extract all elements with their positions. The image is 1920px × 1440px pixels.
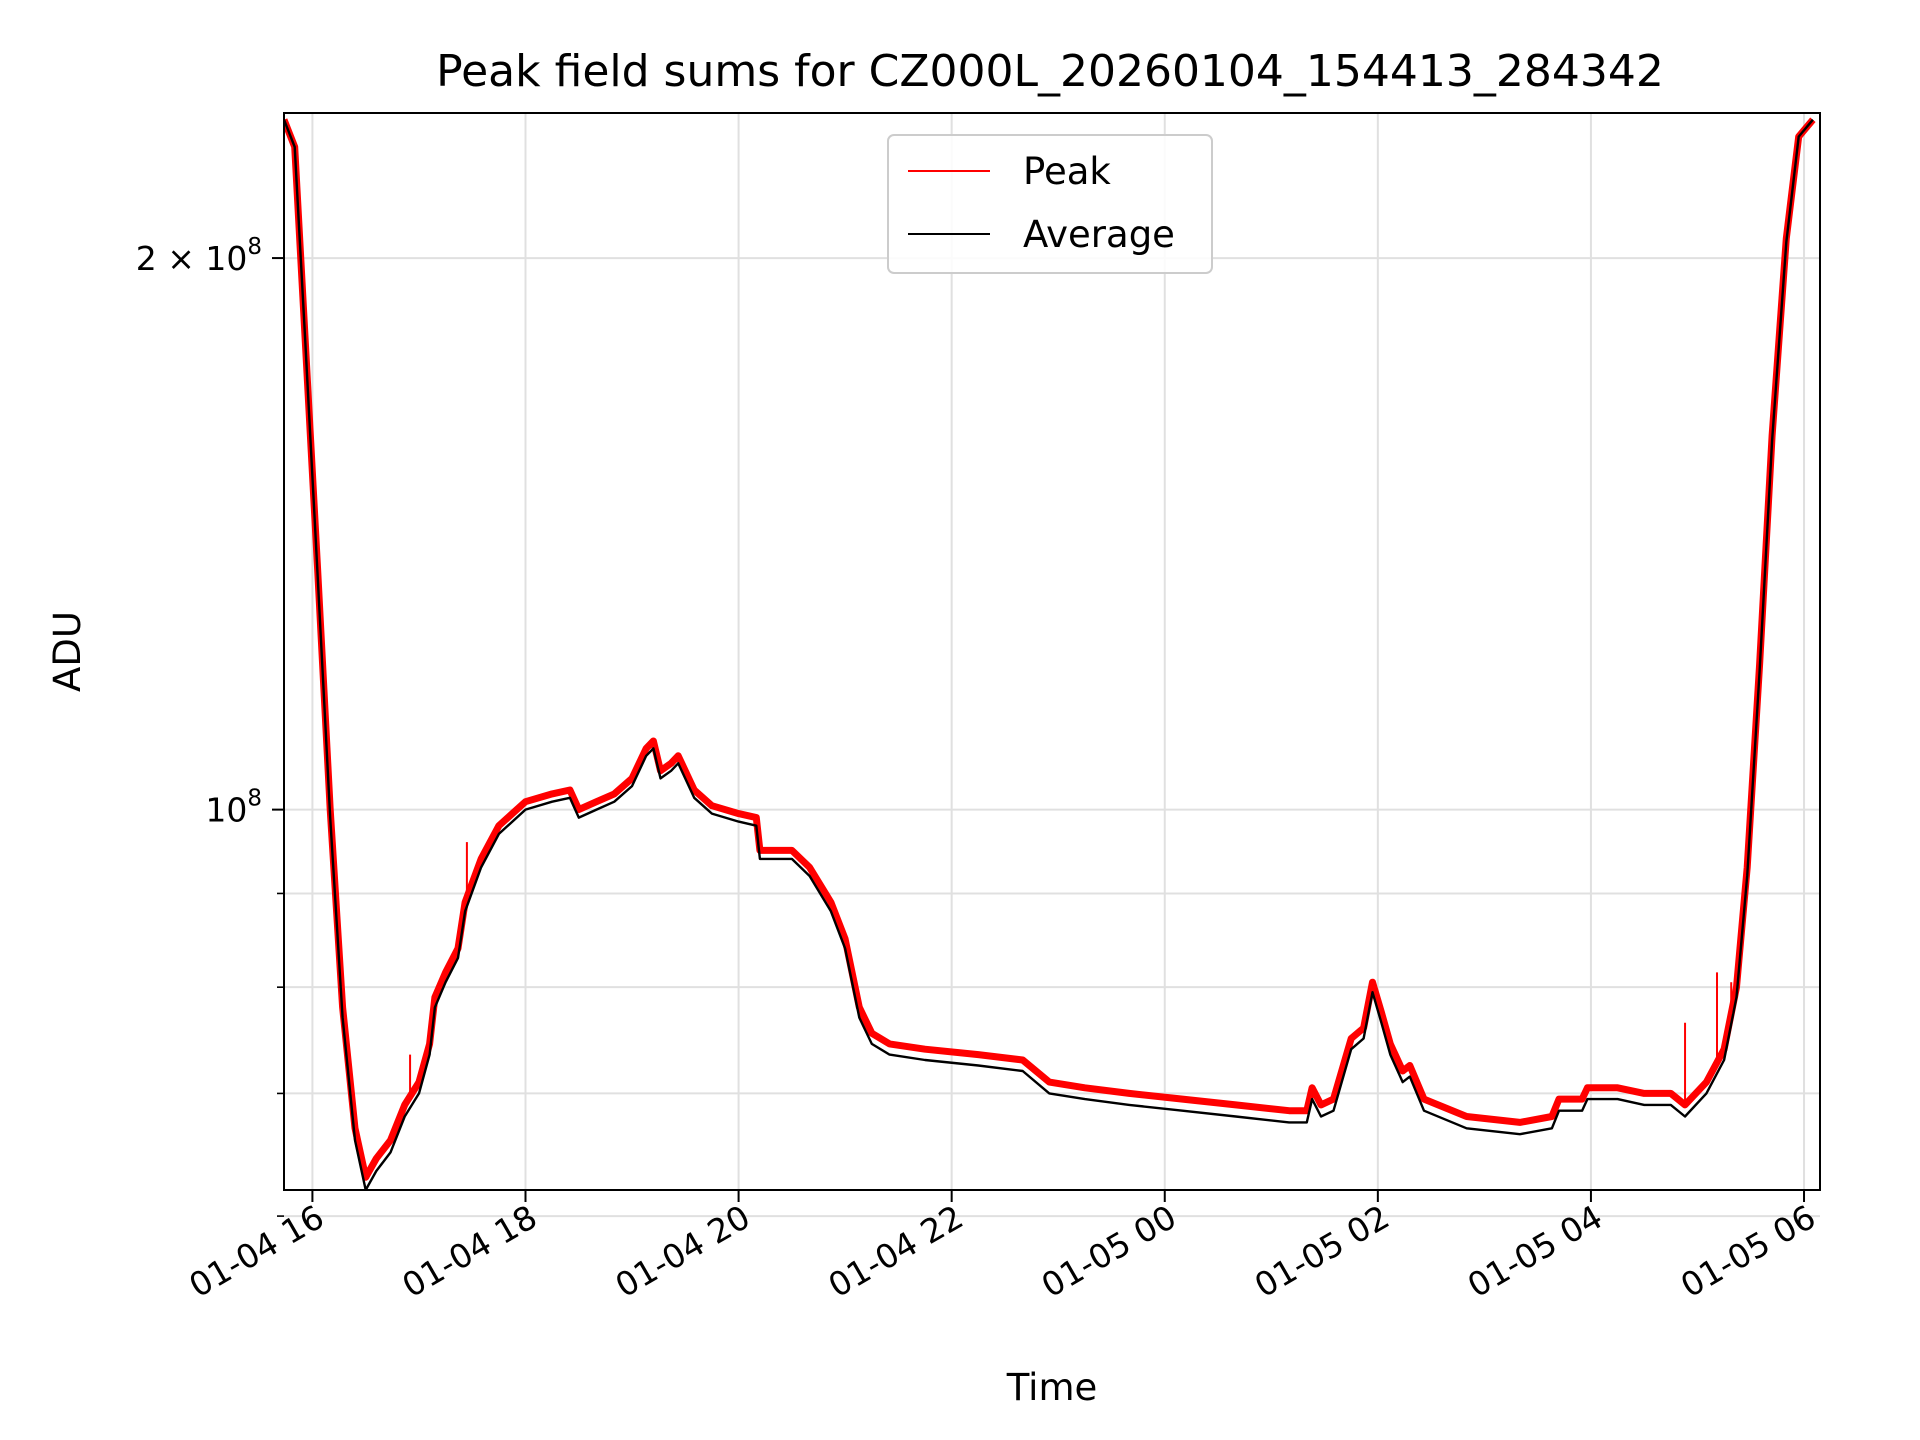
y-tick-label: 2 × 108	[136, 234, 262, 278]
x-axis: 01-04 16 01-04 18 01-04 20 01-04 22 01-05 00…	[182, 1190, 1822, 1305]
series-clip-group	[284, 117, 1816, 1190]
plot-frame	[283, 112, 1821, 1191]
legend-label-average: Average	[1023, 213, 1175, 256]
x-tick-label: 01-05 00	[1035, 1197, 1183, 1305]
series-line-average	[284, 118, 1814, 1190]
x-tick-label: 01-04 20	[609, 1197, 757, 1305]
y-tick-base: 2 × 10	[136, 239, 248, 278]
x-tick-label: 01-04 16	[182, 1197, 330, 1305]
x-tick-label: 01-05 06	[1674, 1197, 1822, 1305]
x-tick-label: 01-05 02	[1248, 1197, 1396, 1305]
x-tick-label: 01-04 18	[396, 1197, 544, 1305]
series-layer	[284, 117, 1816, 1190]
legend: Peak Average	[887, 134, 1213, 274]
y-tick-exponent: 8	[247, 786, 262, 812]
legend-box	[887, 134, 1213, 274]
y-axis-label: ADU	[46, 611, 89, 692]
grid	[284, 113, 1820, 1218]
chart-title: Peak field sums for CZ000L_20260104_1544…	[436, 46, 1664, 97]
y-tick-exponent: 8	[247, 234, 262, 260]
series-line-peak	[284, 117, 1816, 1181]
x-tick-label: 01-05 04	[1461, 1197, 1609, 1305]
y-tick-label: 108	[205, 786, 262, 830]
legend-label-peak: Peak	[1023, 150, 1111, 193]
y-tick-base: 10	[205, 791, 247, 830]
x-tick-label: 01-04 22	[822, 1197, 970, 1305]
x-axis-label: Time	[1006, 1366, 1098, 1409]
